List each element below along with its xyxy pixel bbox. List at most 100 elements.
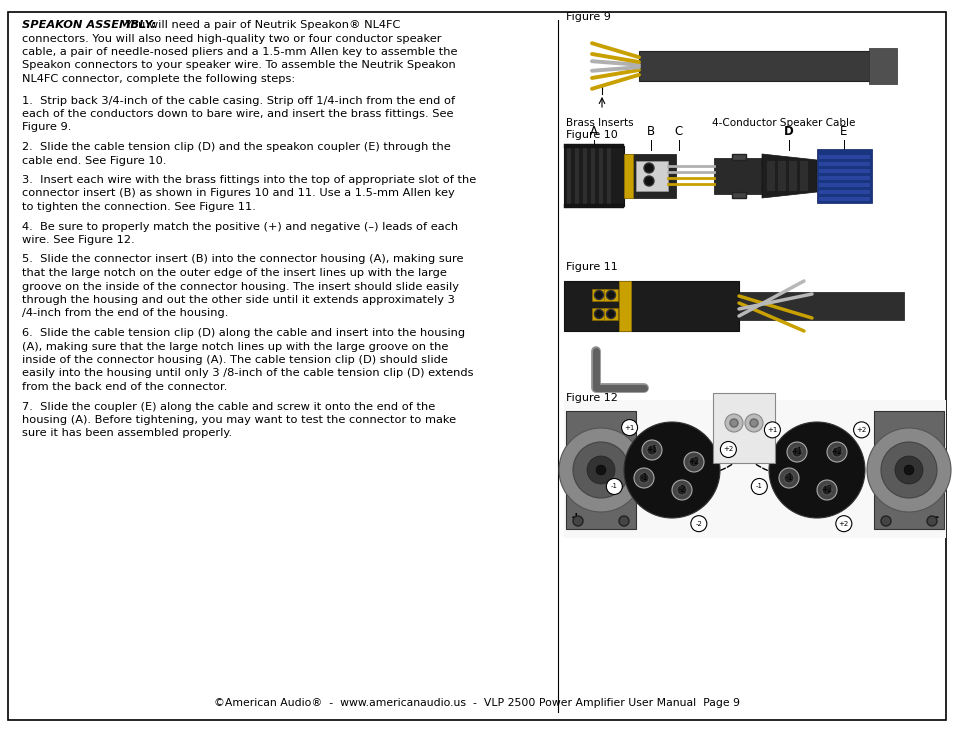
Circle shape [621,420,637,435]
Text: cable, a pair of needle-nosed pliers and a 1.5-mm Allen key to assemble the: cable, a pair of needle-nosed pliers and… [22,47,457,57]
Bar [563,204,623,208]
Circle shape [786,442,806,462]
Circle shape [573,442,628,498]
Text: Figure 9: Figure 9 [565,12,610,22]
Text: -1: -1 [610,483,618,489]
Text: connector insert (B) as shown in Figures 10 and 11. Use a 1.5-mm Allen key: connector insert (B) as shown in Figures… [22,188,455,199]
Text: E: E [840,125,847,138]
Circle shape [826,442,846,462]
Circle shape [634,468,654,488]
Text: Figure 12: Figure 12 [565,393,618,403]
Bar [818,155,869,159]
Circle shape [606,291,615,300]
Bar [766,161,774,191]
Text: SPEAKON ASSEMBLY:: SPEAKON ASSEMBLY: [22,20,156,30]
Bar [575,146,578,206]
Text: Figure 10: Figure 10 [565,130,618,140]
Text: connectors. You will also need high-quality two or four conductor speaker: connectors. You will also need high-qual… [22,33,441,44]
Circle shape [618,516,628,526]
Text: +1: +1 [766,427,777,433]
Text: Brass Inserts: Brass Inserts [565,118,633,128]
Text: 7.  Slide the coupler (E) along the cable and screw it onto the end of the: 7. Slide the coupler (E) along the cable… [22,401,435,412]
Text: 6.  Slide the cable tension clip (D) along the cable and insert into the housing: 6. Slide the cable tension clip (D) alon… [22,328,465,338]
Bar [566,146,571,206]
Text: C: C [674,125,682,138]
Circle shape [688,457,699,467]
Bar [816,149,871,203]
Bar [563,281,739,331]
Bar [582,146,586,206]
Circle shape [594,309,603,319]
Circle shape [751,478,766,494]
Text: You will need a pair of Neutrik Speakon® NL4FC: You will need a pair of Neutrik Speakon®… [122,20,400,30]
Text: that the large notch on the outer edge of the insert lines up with the large: that the large notch on the outer edge o… [22,268,446,278]
Bar [873,411,943,529]
Bar [563,400,945,538]
Circle shape [623,422,720,518]
Bar [598,146,602,206]
Text: +2: +2 [831,447,841,457]
Circle shape [779,468,799,488]
Text: 4.  Be sure to properly match the positive (+) and negative (–) leads of each: 4. Be sure to properly match the positiv… [22,221,457,232]
Bar [712,393,774,463]
Text: to tighten the connection. See Figure 11.: to tighten the connection. See Figure 11… [22,202,255,212]
Circle shape [816,480,836,500]
Bar [818,169,869,173]
Circle shape [606,309,615,319]
Bar [639,51,893,81]
Circle shape [573,516,582,526]
Circle shape [744,414,762,432]
Circle shape [596,465,605,475]
Bar [778,161,785,191]
Text: +: + [730,453,737,462]
Bar [868,48,896,84]
Circle shape [783,473,793,483]
Bar [818,197,869,201]
Circle shape [720,441,736,458]
Text: groove on the inside of the connector housing. The insert should slide easily: groove on the inside of the connector ho… [22,281,458,292]
Text: NL4FC connector, complete the following steps:: NL4FC connector, complete the following … [22,74,294,84]
Bar [636,161,667,191]
Text: through the housing and out the other side until it extends approximately 3: through the housing and out the other si… [22,295,455,305]
Text: sure it has been assembled properly.: sure it has been assembled properly. [22,429,232,438]
Text: 5.  Slide the connector insert (B) into the connector housing (A), making sure: 5. Slide the connector insert (B) into t… [22,255,463,264]
Bar [739,292,903,320]
Bar [818,190,869,194]
Text: housing (A). Before tightening, you may want to test the connector to make: housing (A). Before tightening, you may … [22,415,456,425]
Circle shape [880,442,936,498]
Bar [618,281,630,331]
Circle shape [606,478,621,494]
Text: 2.  Slide the cable tension clip (D) and the speakon coupler (E) through the: 2. Slide the cable tension clip (D) and … [22,142,450,152]
Bar [592,308,605,320]
Circle shape [646,445,657,455]
Text: -2: -2 [678,486,685,494]
Circle shape [763,422,780,438]
Text: from the back end of the connector.: from the back end of the connector. [22,382,227,392]
Text: D: D [783,125,793,138]
Circle shape [690,516,706,531]
Bar [563,146,623,206]
Text: /4-inch from the end of the housing.: /4-inch from the end of the housing. [22,308,228,319]
Bar [563,144,623,148]
Text: +2: +2 [821,486,832,494]
Text: +1: +1 [791,447,801,457]
Bar [731,192,745,198]
Bar [590,146,595,206]
Circle shape [639,473,648,483]
Text: –: – [932,511,938,524]
Text: Speakon connectors to your speaker wire. To assemble the Neutrik Speakon: Speakon connectors to your speaker wire.… [22,61,456,71]
Circle shape [641,440,661,460]
Bar [818,183,869,187]
Text: each of the conductors down to bare wire, and insert the brass fittings. See: each of the conductors down to bare wire… [22,109,453,119]
Text: +: + [571,511,581,524]
Text: +2: +2 [722,446,733,452]
Circle shape [903,465,913,475]
Circle shape [558,428,642,512]
Text: inside of the connector housing (A). The cable tension clip (D) should slide: inside of the connector housing (A). The… [22,355,447,365]
Text: -1: -1 [784,474,792,483]
Text: ©American Audio®  -  www.americanaudio.us  -  VLP 2500 Power Amplifier User Manu: ©American Audio® - www.americanaudio.us … [213,698,740,708]
Text: (A), making sure that the large notch lines up with the large groove on the: (A), making sure that the large notch li… [22,342,448,351]
Bar [818,176,869,180]
Circle shape [768,422,864,518]
Bar [818,162,869,166]
